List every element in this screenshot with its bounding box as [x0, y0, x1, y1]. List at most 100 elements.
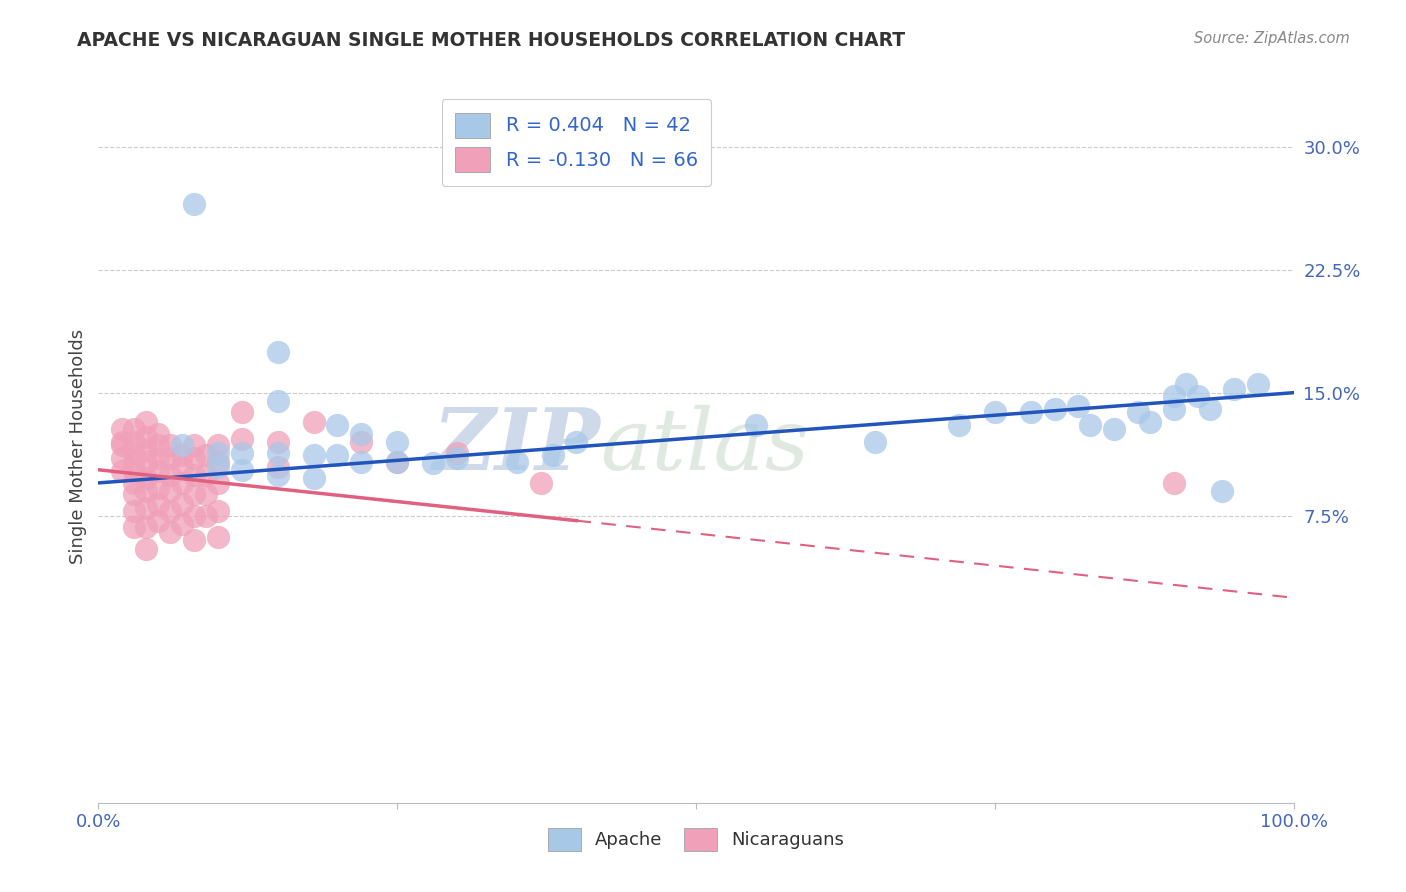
- Point: [183, 487, 205, 501]
- Point: [1175, 377, 1198, 392]
- Point: [172, 459, 194, 474]
- Point: [207, 446, 229, 460]
- Point: [267, 393, 290, 408]
- Point: [1211, 484, 1233, 499]
- Point: [172, 448, 194, 462]
- Point: [267, 446, 290, 460]
- Point: [1080, 418, 1102, 433]
- Point: [385, 454, 409, 468]
- Point: [350, 426, 373, 441]
- Point: [124, 487, 146, 501]
- Point: [302, 448, 325, 462]
- Point: [172, 516, 194, 531]
- Text: Source: ZipAtlas.com: Source: ZipAtlas.com: [1194, 31, 1350, 46]
- Point: [267, 344, 290, 359]
- Point: [207, 530, 229, 544]
- Point: [148, 481, 170, 495]
- Point: [111, 465, 134, 479]
- Point: [745, 418, 768, 433]
- Point: [135, 454, 157, 468]
- Point: [159, 467, 181, 482]
- Point: [159, 525, 181, 540]
- Point: [124, 422, 146, 436]
- Point: [183, 438, 205, 452]
- Point: [1043, 402, 1066, 417]
- Point: [302, 471, 325, 485]
- Point: [231, 432, 253, 446]
- Text: ZIP: ZIP: [433, 404, 600, 488]
- Point: [207, 454, 229, 468]
- Y-axis label: Single Mother Households: Single Mother Households: [69, 328, 87, 564]
- Point: [948, 418, 970, 433]
- Point: [195, 448, 218, 462]
- Point: [172, 438, 194, 452]
- Point: [1163, 475, 1185, 490]
- Point: [385, 454, 409, 468]
- Point: [302, 415, 325, 429]
- Point: [172, 475, 194, 490]
- Point: [148, 438, 170, 452]
- Point: [135, 415, 157, 429]
- Point: [135, 430, 157, 444]
- Point: [124, 465, 146, 479]
- Point: [207, 475, 229, 490]
- Point: [183, 508, 205, 523]
- Point: [326, 448, 349, 462]
- Point: [148, 465, 170, 479]
- Point: [1199, 402, 1222, 417]
- Point: [207, 504, 229, 518]
- Point: [111, 434, 134, 449]
- Point: [159, 438, 181, 452]
- Point: [350, 454, 373, 468]
- Point: [1019, 405, 1042, 419]
- Point: [148, 426, 170, 441]
- Point: [267, 467, 290, 482]
- Point: [135, 520, 157, 534]
- Point: [422, 456, 444, 470]
- Point: [231, 405, 253, 419]
- Point: [1128, 405, 1150, 419]
- Point: [135, 541, 157, 556]
- Point: [1187, 389, 1209, 403]
- Point: [326, 418, 349, 433]
- Point: [124, 475, 146, 490]
- Point: [1104, 422, 1126, 436]
- Point: [124, 434, 146, 449]
- Point: [530, 475, 553, 490]
- Point: [195, 508, 218, 523]
- Point: [111, 422, 134, 436]
- Point: [207, 459, 229, 474]
- Point: [231, 463, 253, 477]
- Text: APACHE VS NICARAGUAN SINGLE MOTHER HOUSEHOLDS CORRELATION CHART: APACHE VS NICARAGUAN SINGLE MOTHER HOUSE…: [77, 31, 905, 50]
- Point: [195, 467, 218, 482]
- Point: [231, 446, 253, 460]
- Point: [183, 197, 205, 211]
- Point: [267, 459, 290, 474]
- Point: [446, 451, 468, 466]
- Point: [124, 454, 146, 468]
- Point: [207, 438, 229, 452]
- Point: [565, 434, 588, 449]
- Point: [159, 504, 181, 518]
- Point: [1223, 383, 1246, 397]
- Point: [1247, 377, 1270, 392]
- Point: [111, 451, 134, 466]
- Point: [506, 454, 529, 468]
- Point: [135, 500, 157, 515]
- Point: [1067, 399, 1090, 413]
- Point: [183, 467, 205, 482]
- Point: [984, 405, 1007, 419]
- Point: [865, 434, 887, 449]
- Point: [267, 434, 290, 449]
- Point: [541, 448, 564, 462]
- Point: [1163, 402, 1185, 417]
- Point: [183, 451, 205, 466]
- Point: [446, 446, 468, 460]
- Point: [124, 520, 146, 534]
- Point: [172, 497, 194, 511]
- Point: [135, 471, 157, 485]
- Point: [1139, 415, 1161, 429]
- Point: [124, 446, 146, 460]
- Point: [195, 487, 218, 501]
- Point: [385, 434, 409, 449]
